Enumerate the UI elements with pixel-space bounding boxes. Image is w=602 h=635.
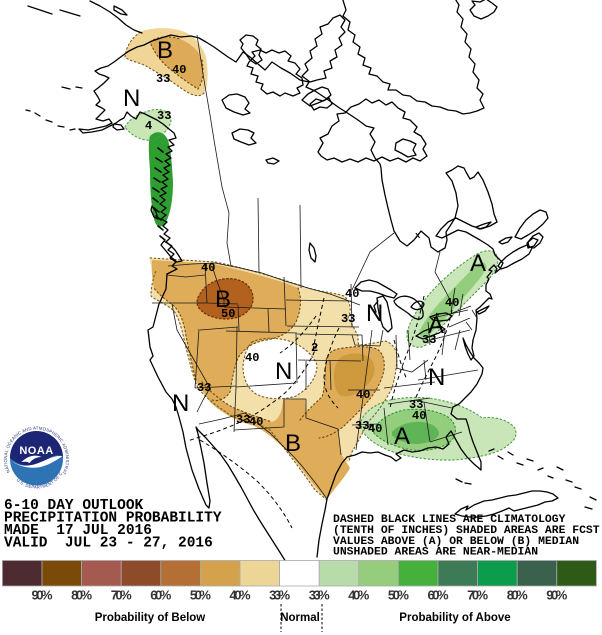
svg-text:+: + <box>368 422 373 432</box>
svg-text:NOAA: NOAA <box>19 445 53 457</box>
svg-text:33: 33 <box>156 72 170 86</box>
svg-text:B: B <box>157 37 173 64</box>
svg-text:Normal: Normal <box>280 612 320 624</box>
svg-text:60%: 60% <box>150 588 171 603</box>
svg-text:N: N <box>366 300 383 327</box>
svg-text:40%: 40% <box>230 588 251 603</box>
svg-text:33: 33 <box>236 413 250 427</box>
svg-text:50: 50 <box>221 307 235 321</box>
svg-text:70%: 70% <box>467 588 488 603</box>
svg-text:B: B <box>215 286 231 313</box>
svg-text:x: x <box>415 231 421 241</box>
svg-text:33: 33 <box>409 398 423 412</box>
svg-text:33%: 33% <box>309 588 330 603</box>
svg-text:6-10 DAY OUTLOOK: 6-10 DAY OUTLOOK <box>4 498 144 514</box>
svg-text:50%: 50% <box>190 588 211 603</box>
svg-text:33%: 33% <box>269 588 290 603</box>
svg-text:A: A <box>470 250 486 277</box>
svg-text:N: N <box>428 364 445 391</box>
svg-text:40: 40 <box>172 63 186 77</box>
svg-text:33: 33 <box>157 109 171 123</box>
svg-text:Probability of Above: Probability of Above <box>399 612 510 624</box>
svg-text:4: 4 <box>145 119 152 133</box>
svg-text:70%: 70% <box>111 588 132 603</box>
svg-text:PRECIPITATION PROBABILITY: PRECIPITATION PROBABILITY <box>4 511 222 527</box>
svg-text:40%: 40% <box>348 588 369 603</box>
svg-text:N: N <box>172 390 189 417</box>
svg-text:90%: 90% <box>32 588 53 603</box>
svg-text:33: 33 <box>341 312 355 326</box>
svg-text:80%: 80% <box>71 588 92 603</box>
svg-text:33: 33 <box>422 333 436 347</box>
svg-text:VALUES ABOVE (A) OR BELOW (B): VALUES ABOVE (A) OR BELOW (B) MEDIAN <box>333 536 579 548</box>
svg-text:2: 2 <box>311 341 318 355</box>
svg-text:50%: 50% <box>388 588 409 603</box>
svg-text:UNSHADED AREAS ARE NEAR-MEDIAN: UNSHADED AREAS ARE NEAR-MEDIAN <box>333 547 538 559</box>
svg-text:N: N <box>275 358 292 385</box>
svg-text:40: 40 <box>201 261 215 275</box>
svg-text:40: 40 <box>412 409 426 423</box>
svg-text:40: 40 <box>356 388 370 402</box>
svg-text:33: 33 <box>355 419 369 433</box>
svg-text:90%: 90% <box>546 588 567 603</box>
svg-text:A: A <box>428 312 444 339</box>
svg-text:60%: 60% <box>428 588 449 603</box>
svg-text:A: A <box>394 423 410 450</box>
svg-text:Probability of Below: Probability of Below <box>95 612 206 624</box>
svg-text:80%: 80% <box>507 588 528 603</box>
svg-text:40: 40 <box>445 296 459 310</box>
svg-text:DASHED BLACK LINES ARE CLIMATO: DASHED BLACK LINES ARE CLIMATOLOGY <box>333 514 566 526</box>
svg-text:(TENTH OF INCHES) SHADED AREAS: (TENTH OF INCHES) SHADED AREAS ARE FCST <box>333 525 600 537</box>
svg-text:VALID JUL 23 - 27, 2016: VALID JUL 23 - 27, 2016 <box>4 536 213 552</box>
svg-text:+: + <box>434 311 439 321</box>
svg-text:40: 40 <box>345 287 359 301</box>
svg-text:40: 40 <box>245 351 259 365</box>
svg-text:40: 40 <box>368 422 382 436</box>
svg-text:33: 33 <box>197 381 211 395</box>
svg-text:MADE 17 JUL 2016: MADE 17 JUL 2016 <box>4 523 152 539</box>
svg-text:N: N <box>123 85 140 112</box>
svg-text:40: 40 <box>249 415 263 429</box>
svg-text:B: B <box>285 430 301 457</box>
